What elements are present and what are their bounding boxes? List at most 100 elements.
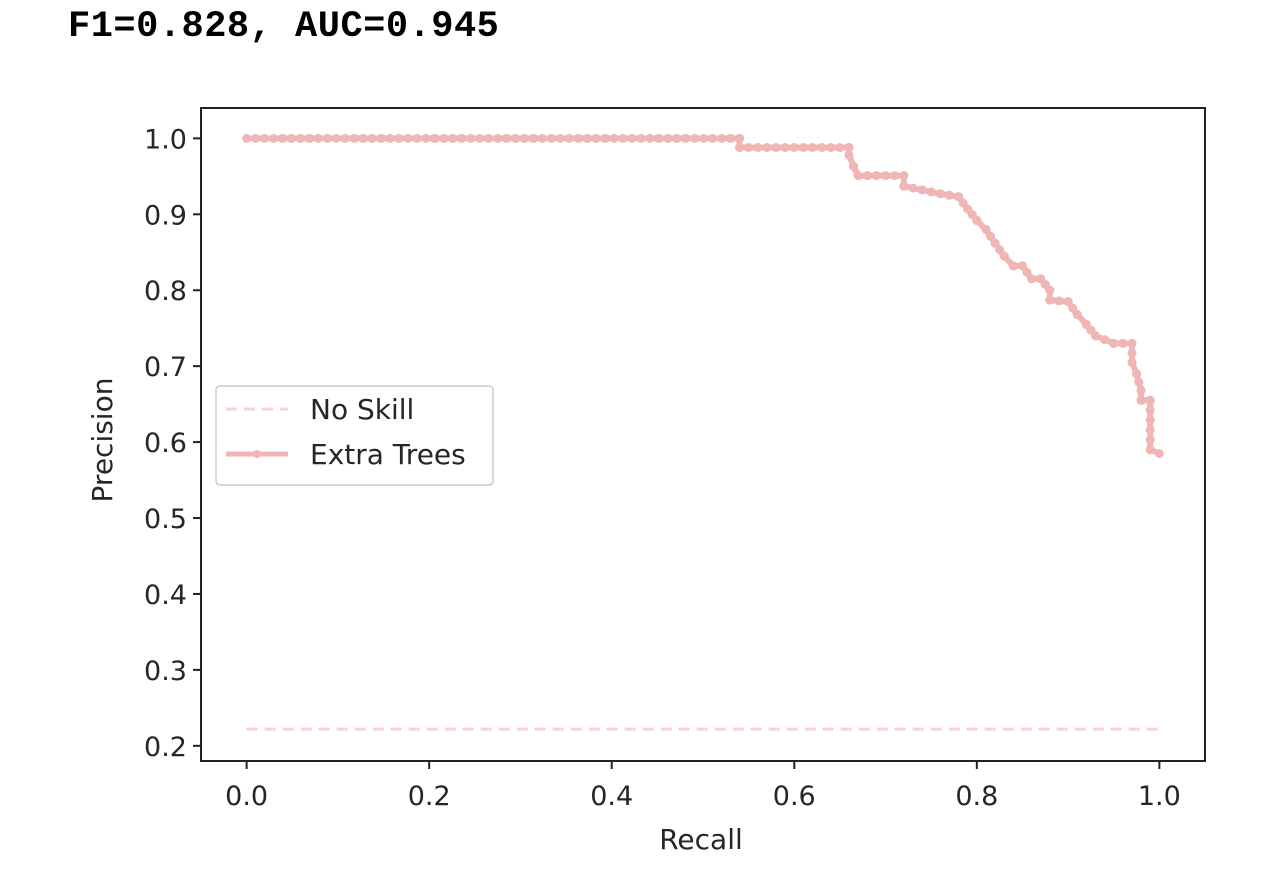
data-point [582, 133, 592, 143]
x-tick-label: 0.2 [408, 781, 451, 812]
data-point [502, 133, 511, 143]
data-point [972, 215, 982, 225]
data-point [1018, 261, 1027, 271]
data-point [1145, 405, 1155, 415]
data-point [1145, 445, 1155, 455]
data-point [1045, 295, 1055, 305]
data-point [726, 133, 735, 143]
data-point [1100, 335, 1110, 345]
data-point [493, 133, 503, 143]
y-tick-label: 0.5 [144, 504, 187, 535]
data-point [844, 150, 854, 160]
legend-no-skill-label: No Skill [310, 393, 414, 426]
data-point [1109, 338, 1119, 348]
data-point [762, 143, 772, 152]
data-point [1136, 386, 1146, 395]
data-point [1127, 348, 1137, 358]
series-markers-extra-trees [242, 133, 1164, 458]
data-point [251, 133, 261, 143]
data-point [331, 133, 341, 143]
data-point [1118, 338, 1128, 348]
data-point [555, 133, 565, 143]
data-point [1145, 435, 1155, 445]
data-point [600, 133, 610, 143]
data-point [871, 171, 881, 181]
data-point [999, 251, 1009, 261]
legend-box [215, 385, 494, 486]
data-point [528, 133, 538, 143]
plot-frame [200, 107, 1206, 762]
data-point [367, 133, 377, 143]
data-point [313, 133, 323, 143]
data-point [475, 133, 485, 143]
x-tick-label: 0.8 [955, 781, 998, 812]
data-point [708, 133, 718, 143]
data-point [835, 143, 845, 152]
data-point [826, 143, 836, 152]
y-tick-label: 0.6 [144, 428, 187, 459]
data-point [412, 133, 422, 143]
data-point [1145, 425, 1155, 435]
data-point [636, 133, 646, 143]
data-point [780, 143, 790, 152]
data-point [926, 187, 936, 197]
data-point [609, 133, 619, 143]
data-point [986, 231, 995, 241]
data-point [744, 143, 754, 152]
data-point [376, 133, 386, 143]
data-point [537, 133, 547, 143]
data-point [917, 185, 927, 195]
data-point [340, 133, 350, 143]
x-tick-label: 0.0 [225, 781, 268, 812]
data-point [717, 133, 727, 143]
data-point [995, 245, 1005, 255]
data-point [278, 133, 287, 143]
data-point [358, 133, 368, 143]
data-point [817, 143, 827, 152]
y-tick-label: 0.8 [144, 276, 187, 307]
data-point [990, 238, 1000, 248]
data-point [699, 133, 709, 143]
y-tick-label: 0.2 [144, 732, 187, 763]
data-point [295, 133, 305, 143]
data-point [981, 225, 991, 234]
data-point [1091, 331, 1100, 341]
data-point [1127, 357, 1137, 367]
x-axis-label: Recall [659, 823, 743, 856]
data-point [421, 133, 431, 143]
x-tick-label: 0.4 [590, 781, 633, 812]
data-point [511, 133, 520, 143]
data-point [890, 171, 900, 181]
data-point [753, 143, 763, 152]
data-point [627, 133, 637, 143]
data-point [1127, 338, 1137, 348]
data-point [1054, 296, 1064, 306]
data-point [546, 133, 556, 143]
data-point [853, 171, 863, 181]
data-point [403, 133, 413, 143]
plot-area [242, 133, 1164, 731]
data-point [430, 133, 440, 143]
data-point [844, 143, 854, 152]
data-point [519, 133, 529, 143]
data-point [260, 133, 270, 143]
data-point [1134, 377, 1144, 387]
data-point [899, 171, 909, 181]
data-point [735, 143, 744, 152]
data-point [1154, 449, 1164, 458]
data-point [944, 190, 954, 200]
data-point [881, 171, 890, 181]
y-tick-label: 0.4 [144, 580, 187, 611]
y-tick-label: 0.7 [144, 352, 187, 383]
data-point [808, 143, 817, 152]
y-tick-label: 0.3 [144, 656, 187, 687]
data-point [1145, 395, 1155, 405]
x-axis: 0.0 0.2 0.4 0.6 0.8 1.0 [225, 761, 1181, 812]
data-point [958, 198, 968, 208]
data-point [1132, 369, 1141, 379]
data-point [618, 133, 628, 143]
data-point [908, 183, 918, 193]
y-axis: 0.2 0.3 0.4 0.5 0.6 0.7 0.8 0.9 1.0 [144, 124, 201, 763]
data-point [573, 133, 583, 143]
